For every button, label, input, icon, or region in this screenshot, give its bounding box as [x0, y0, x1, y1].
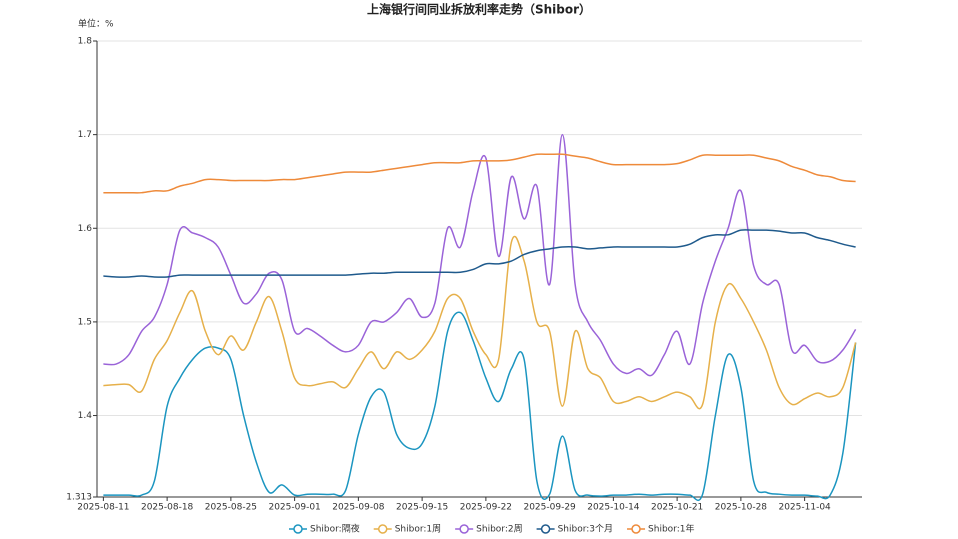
legend-item: Shibor:1年: [627, 523, 694, 535]
legend-marker: [377, 524, 388, 534]
legend-label: Shibor:1周: [395, 524, 441, 535]
legend-marker: [293, 524, 303, 534]
legend-marker: [459, 524, 469, 534]
y-unit: 单位：%: [78, 18, 114, 30]
x-tick-label: 2025-10-21: [651, 503, 703, 513]
x-tick-label: 2025-10-28: [715, 503, 768, 513]
legend-item: Shibor:1周: [373, 524, 441, 535]
x-tick-label: 2025-08-18: [141, 503, 194, 513]
chart-title: 上海银行间同业拆放利率走势（Shibor）: [367, 2, 591, 17]
x-tick-label: 2025-08-11: [77, 503, 129, 513]
x-tick-label: 2025-09-08: [332, 503, 385, 513]
y-tick-label: 1.313: [66, 493, 92, 503]
series-line: [103, 235, 857, 410]
legend-marker: [540, 524, 551, 534]
series-line: [103, 153, 856, 194]
x-tick-label: 2025-10-14: [587, 503, 640, 513]
legend-label: Shibor:2周: [476, 524, 522, 535]
x-tick-label: 2025-11-04: [778, 503, 831, 513]
y-tick-label: 1.6: [78, 224, 93, 234]
legend-marker: [631, 524, 641, 534]
legend-item: Shibor:隔夜: [289, 523, 360, 535]
y-tick-label: 1.8: [78, 37, 93, 47]
x-tick-label: 2025-09-01: [268, 503, 320, 513]
y-tick-label: 1.7: [78, 130, 92, 140]
x-tick-label: 2025-09-15: [396, 503, 448, 513]
y-tick-label: 1.4: [78, 411, 93, 421]
legend-label: Shibor:隔夜: [310, 523, 360, 535]
legend-item: Shibor:2周: [455, 524, 523, 535]
x-tick-label: 2025-09-22: [460, 503, 512, 513]
x-tick-label: 2025-09-29: [523, 503, 576, 513]
legend-label: Shibor:3个月: [558, 524, 613, 535]
x-tick-label: 2025-08-25: [205, 503, 257, 513]
series-line: [103, 311, 857, 502]
y-tick-label: 1.5: [78, 317, 92, 327]
legend-item: Shibor:3个月: [536, 524, 613, 535]
series-line: [103, 229, 856, 278]
series-line: [103, 133, 857, 377]
legend-label: Shibor:1年: [648, 523, 694, 535]
